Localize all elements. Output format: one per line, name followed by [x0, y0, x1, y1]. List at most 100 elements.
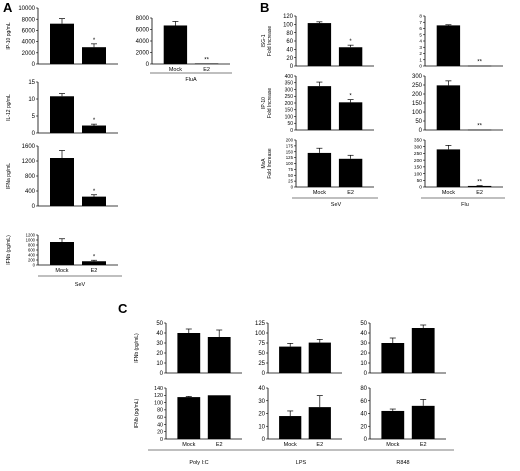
y-tick-label: 1600: [22, 144, 36, 150]
bar: [307, 86, 332, 130]
bar: [279, 346, 302, 373]
y-tick-label: 3: [419, 45, 422, 50]
y-tick-label: 60: [286, 39, 293, 45]
panel-letter-b: B: [260, 0, 269, 15]
significance-label: *: [93, 118, 96, 124]
y-tick-label: 40: [360, 412, 367, 418]
y-tick-label: 150: [286, 149, 294, 154]
bar: [436, 85, 461, 130]
y-tick-label: 40: [360, 331, 367, 337]
bar: [436, 25, 461, 66]
y-tick-label: 400: [25, 189, 36, 195]
y-tick-label: 0: [160, 437, 163, 443]
y-tick-label: 10000: [18, 6, 35, 12]
y-tick-label: 40: [157, 422, 163, 428]
y-tick-label: 0: [32, 131, 36, 137]
y-tick-label: 0: [290, 128, 293, 134]
significance-label: *: [349, 39, 352, 45]
y-tick-label: 0: [32, 204, 36, 210]
bar: [82, 196, 106, 206]
bar: [467, 65, 492, 67]
y-tick-label: 100: [255, 331, 266, 337]
y-tick-label: 60: [360, 399, 367, 405]
y-tick-label: 8000: [22, 17, 36, 23]
bar: [436, 149, 461, 187]
y-tick-label: 10: [258, 424, 265, 430]
bar-chart-a3: 0 5 10 15 IL-12 pg/mL *: [6, 80, 118, 137]
x-tick-label: E2: [203, 67, 210, 73]
y-tick-label: 250: [412, 83, 423, 89]
y-tick-label: 200: [285, 101, 294, 107]
y-tick-label: 200: [414, 158, 422, 164]
y-tick-label: 6: [419, 26, 422, 31]
significance-label: **: [477, 60, 482, 66]
y-tick-label: 80: [360, 386, 367, 392]
bar: [338, 47, 363, 66]
y-tick-label: 5: [419, 32, 422, 37]
significance-label: **: [477, 180, 482, 186]
y-tick-label: 30: [258, 399, 265, 405]
y-tick-label: 80: [157, 408, 163, 414]
y-tick-label: 5: [32, 114, 36, 120]
y-tick-label: 20: [258, 412, 265, 418]
y-tick-label: 10: [156, 361, 163, 367]
bar: [194, 63, 219, 65]
y-axis-label: IFNb (pg/mL): [134, 333, 140, 363]
bar-chart-b1: 0 20 40 60 80 100 120 ISG-1Fold Increase *: [261, 14, 374, 70]
bar: [381, 410, 405, 439]
bar: [50, 96, 74, 133]
y-tick-label: 150: [414, 165, 422, 171]
bar: [207, 337, 231, 373]
y-tick-label: 50: [258, 351, 265, 357]
significance-label: *: [349, 94, 352, 100]
y-tick-label: 120: [154, 393, 163, 399]
y-tick-label: 1: [419, 57, 422, 62]
bar: [307, 23, 332, 66]
bar: [177, 333, 201, 373]
group-label: SeV: [75, 282, 86, 288]
bar: [177, 397, 201, 439]
y-tick-label: 0: [262, 371, 266, 377]
bar-chart-a4: 0 400 800 1200 1600 IFNa pg/mL *: [6, 144, 118, 210]
y-tick-label: 0: [364, 437, 368, 443]
y-axis-label: IFNb (pg/mL): [134, 398, 140, 428]
bar: [279, 416, 302, 439]
y-tick-label: 20: [286, 56, 293, 62]
bar: [338, 158, 363, 187]
x-tick-label: Mock: [313, 190, 326, 196]
y-tick-label: 6000: [136, 28, 150, 34]
bar-chart-b4: 0 50 100 150 200 250 300 **: [412, 74, 503, 134]
y-tick-label: 1200: [26, 232, 36, 237]
panel-letter-c: C: [118, 301, 128, 316]
group-label: LPS: [296, 460, 307, 466]
y-tick-label: 400: [28, 252, 36, 257]
y-tick-label: 300: [414, 144, 422, 150]
y-tick-label: 2000: [136, 51, 150, 57]
y-tick-label: 0: [160, 371, 164, 377]
y-tick-label: 200: [28, 257, 36, 262]
bar-chart-c5: 0 10 20 30 40 Mock E2 LPS: [250, 386, 352, 466]
x-tick-label: Mock: [55, 268, 68, 274]
y-tick-label: 50: [287, 121, 293, 127]
significance-label: **: [204, 57, 209, 63]
x-tick-label: E2: [476, 190, 483, 196]
y-tick-label: 4: [419, 39, 422, 44]
y-tick-label: 120: [283, 14, 294, 20]
y-axis-label: MxAFold Increase: [261, 148, 273, 179]
y-tick-label: 0: [364, 371, 368, 377]
x-tick-label: Mock: [442, 190, 455, 196]
y-tick-label: 50: [417, 178, 423, 184]
y-tick-label: 25: [288, 179, 293, 184]
y-axis-label: IP-10Fold Increase: [261, 88, 273, 119]
y-tick-label: 125: [286, 155, 294, 160]
x-tick-label: E2: [316, 442, 323, 448]
y-axis-label: IFNb (pg/mL): [6, 235, 12, 265]
y-tick-label: 80: [286, 31, 293, 37]
y-tick-label: 100: [414, 171, 422, 177]
